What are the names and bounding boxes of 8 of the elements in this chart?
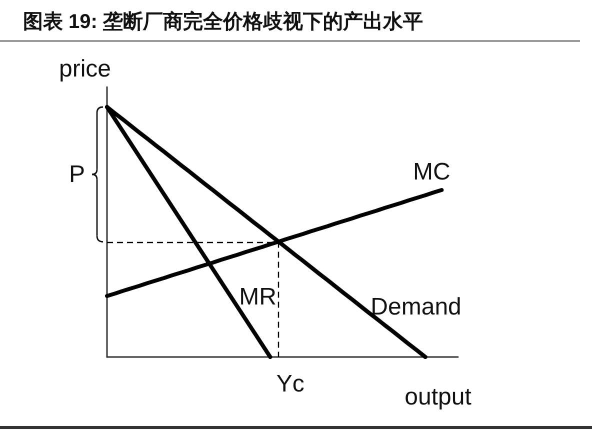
- series-label: Demand: [370, 294, 462, 320]
- series-label: MR: [239, 284, 276, 310]
- chart-title: 图表 19: 垄断厂商完全价格歧视下的产出水平: [23, 10, 424, 33]
- series-label: MC: [413, 158, 450, 186]
- text: Yc: [276, 370, 304, 398]
- y-axis-title: price: [58, 56, 112, 82]
- x-axis-title: output: [404, 384, 472, 410]
- text: P: [68, 160, 85, 188]
